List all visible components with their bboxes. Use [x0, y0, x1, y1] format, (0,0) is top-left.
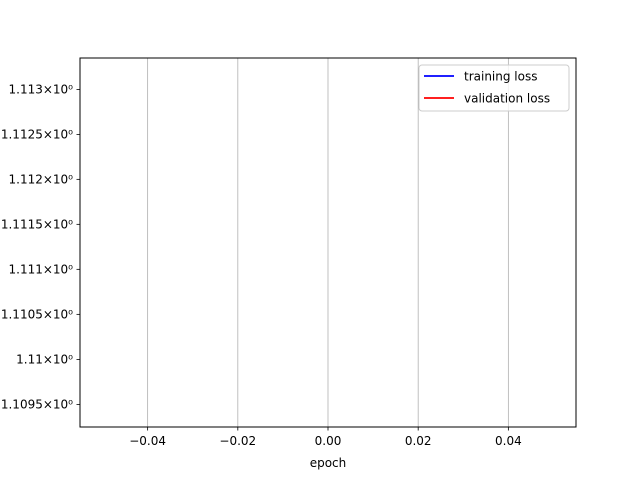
legend: training loss validation loss: [418, 64, 570, 112]
y-tick-exponent: ×10⁰: [43, 82, 73, 96]
x-tick-label: 0.00: [315, 434, 342, 448]
grid-lines: [147, 58, 509, 427]
y-tick-value: 1.113: [9, 82, 43, 96]
legend-entries: training loss validation loss: [424, 70, 550, 106]
y-tick-exponent: ×10⁰: [43, 307, 73, 321]
y-tick-exponent: ×10⁰: [43, 352, 73, 366]
x-tick-label: 0.02: [405, 434, 432, 448]
y-tick-label: 1.1125×10⁰: [1, 127, 73, 141]
y-tick-label: 1.11×10⁰: [16, 352, 73, 366]
y-tick-exponent: ×10⁰: [43, 397, 73, 411]
y-tick-label: 1.112×10⁰: [9, 172, 74, 186]
y-axis-ticks: 1.113×10⁰1.1125×10⁰1.112×10⁰1.1115×10⁰1.…: [1, 82, 80, 411]
y-tick-label: 1.1095×10⁰: [1, 397, 73, 411]
y-tick-value: 1.112: [9, 172, 43, 186]
y-tick-value: 1.1105: [1, 307, 43, 321]
legend-label: validation loss: [464, 92, 550, 106]
y-tick-label: 1.1105×10⁰: [1, 307, 73, 321]
legend-box: [418, 64, 570, 112]
y-tick-label: 1.113×10⁰: [9, 82, 74, 96]
y-tick-value: 1.1125: [1, 127, 43, 141]
y-tick-value: 1.11: [16, 352, 43, 366]
x-axis-ticks: −0.04 −0.02 0.00 0.02 0.04: [129, 427, 522, 448]
x-axis-label: epoch: [310, 456, 347, 470]
y-tick-value: 1.111: [9, 262, 43, 276]
y-tick-exponent: ×10⁰: [43, 262, 73, 276]
y-tick-value: 1.1095: [1, 397, 43, 411]
y-tick-value: 1.1115: [1, 217, 43, 231]
y-tick-label: 1.1115×10⁰: [1, 217, 73, 231]
y-tick-exponent: ×10⁰: [43, 172, 73, 186]
x-tick-label: −0.02: [219, 434, 256, 448]
x-tick-label: 0.04: [495, 434, 522, 448]
y-tick-label: 1.111×10⁰: [9, 262, 74, 276]
legend-label: training loss: [464, 70, 537, 84]
y-tick-exponent: ×10⁰: [43, 217, 73, 231]
y-tick-exponent: ×10⁰: [43, 127, 73, 141]
x-tick-label: −0.04: [129, 434, 166, 448]
